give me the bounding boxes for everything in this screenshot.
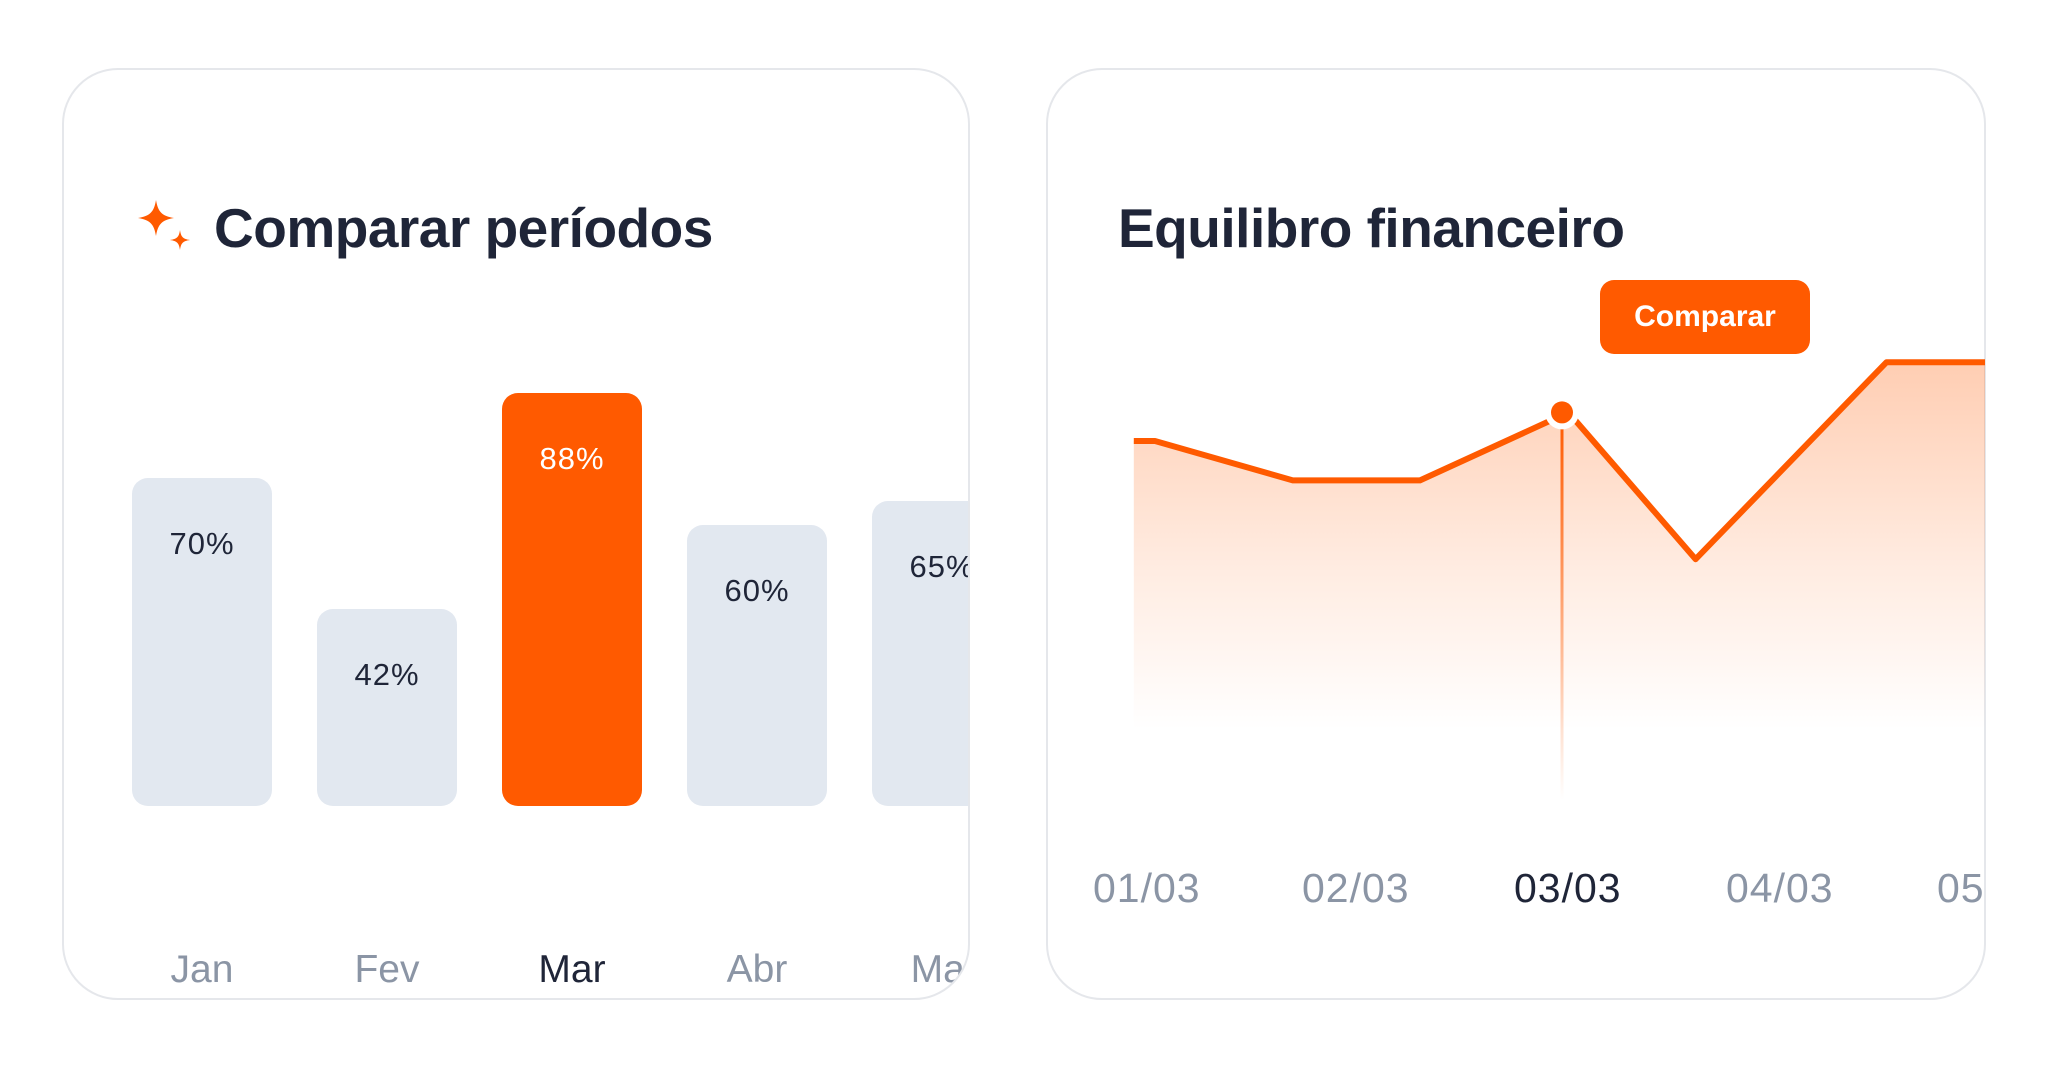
bar-mai[interactable]: 65% [872, 501, 970, 806]
bar-value-label: 88% [539, 441, 605, 476]
month-label-mar: Mar [538, 948, 606, 991]
compare-tooltip-button[interactable]: Comparar [1600, 280, 1810, 354]
bar-value-label: 42% [354, 657, 420, 692]
compare-periods-card: Comparar períodos 70% Jan 42% Fev 88% Mar 60% A… [62, 68, 970, 1000]
month-label-jan: Jan [170, 948, 234, 991]
bar-jan[interactable]: 70% [132, 478, 272, 806]
balance-card-title: Equilibro financeiro [1118, 197, 1625, 259]
bar-mar[interactable]: 88% [502, 393, 642, 806]
month-label-fev: Fev [354, 948, 420, 991]
date-label-0: 01/03 [1093, 865, 1201, 911]
date-label-4: 05 [1937, 865, 1985, 911]
date-label-3: 04/03 [1726, 865, 1834, 911]
highlight-point[interactable] [1551, 401, 1573, 424]
bar-abr[interactable]: 60% [687, 525, 827, 806]
sparkle-icon [138, 200, 190, 250]
bar-value-label: 60% [724, 573, 790, 608]
compare-card-title: Comparar períodos [214, 197, 713, 259]
bar-value-label: 70% [169, 526, 235, 561]
month-label-mai: Mai [910, 948, 970, 991]
date-label-2: 03/03 [1514, 865, 1622, 911]
area-fill [1133, 362, 1985, 730]
month-label-abr: Abr [726, 948, 788, 991]
highlight-guide-line [1560, 412, 1564, 800]
date-label-1: 02/03 [1302, 865, 1410, 911]
bar-fev[interactable]: 42% [317, 609, 457, 806]
bar-chart: 70% Jan 42% Fev 88% Mar 60% Abr 65% Mai [64, 70, 968, 998]
bar-value-label: 65% [909, 549, 970, 584]
